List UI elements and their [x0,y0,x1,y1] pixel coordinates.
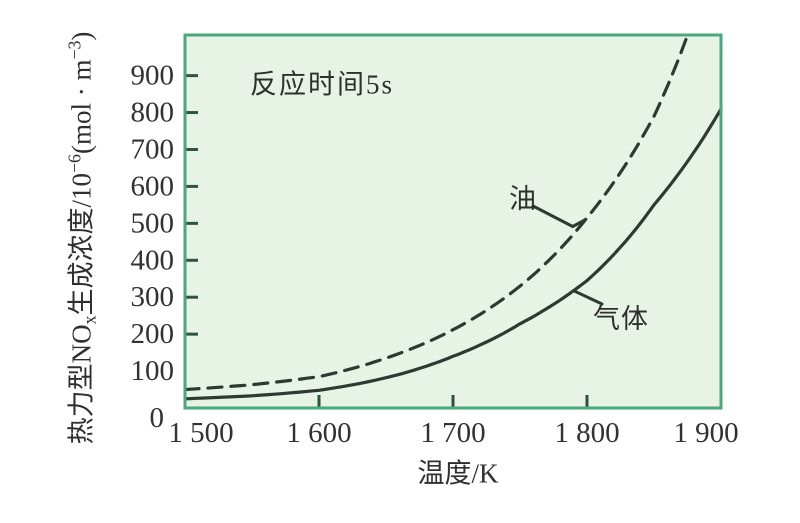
plot-background [185,35,721,408]
x-tick-label: 1 900 [673,417,738,449]
y-axis-label: 热力型NOx生成浓度/10−6(mol · m−3) [64,31,100,445]
oil-curve-label: 油 [509,184,536,214]
x-tick-label: 1 600 [286,417,351,449]
reaction-time-annotation: 反应时间5s [249,69,395,100]
gas-curve-label: 气体 [593,304,649,334]
x-axis-label: 温度/K [417,458,499,489]
y-tick-label: 200 [131,318,175,350]
y-tick-label: 500 [131,207,175,239]
y-tick-label: 400 [131,244,175,276]
gas-curve [183,107,723,401]
oil-curve [183,33,690,392]
gas-label-pointer-line [572,289,604,306]
y-tick-label: 100 [131,355,175,387]
y-tick-label: 0 [150,402,165,434]
x-tick-label: 1 800 [554,417,619,449]
y-tick-label: 800 [131,97,175,129]
y-tick-label: 900 [131,60,175,92]
oil-label-pointer-line [531,204,588,229]
plot-frame [183,33,723,410]
y-tick-label: 600 [131,170,175,202]
y-tick-label: 700 [131,133,175,165]
x-tick-label: 1 700 [420,417,485,449]
x-tick-label: 1 500 [168,417,233,449]
y-tick-label: 300 [131,281,175,313]
